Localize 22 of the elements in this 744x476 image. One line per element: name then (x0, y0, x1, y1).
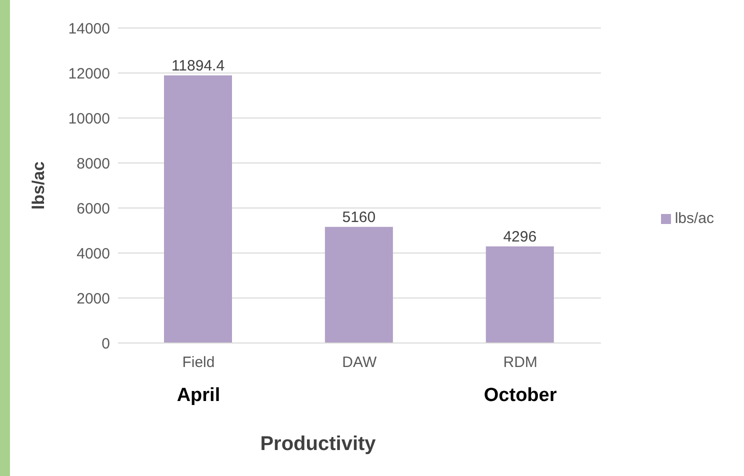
x-tick-label: RDM (503, 354, 538, 371)
legend-label: lbs/ac (674, 210, 714, 226)
y-tick-label: 6000 (76, 200, 110, 218)
text: October (484, 385, 558, 406)
y-axis-title: lbs/ac (29, 161, 48, 210)
x-tick-label: DAW (342, 354, 378, 371)
y-tick-label: 12000 (68, 65, 110, 82)
text: April (176, 385, 220, 406)
y-tick-label: 2000 (76, 290, 110, 308)
bar (164, 75, 232, 343)
data-label: 5160 (342, 208, 376, 226)
x-axis-title: Productivity (259, 433, 377, 456)
bar (486, 246, 554, 343)
y-tick-label: 4000 (76, 245, 110, 262)
data-label: 11894.4 (171, 57, 225, 74)
y-tick-label: 14000 (68, 20, 110, 38)
bar (324, 226, 393, 343)
data-label: 4296 (503, 228, 537, 246)
y-tick-label: 8000 (76, 155, 110, 172)
y-tick-label: 10000 (68, 110, 110, 128)
x-tick-label: Field (182, 354, 215, 371)
y-tick-label: 0 (102, 335, 110, 352)
